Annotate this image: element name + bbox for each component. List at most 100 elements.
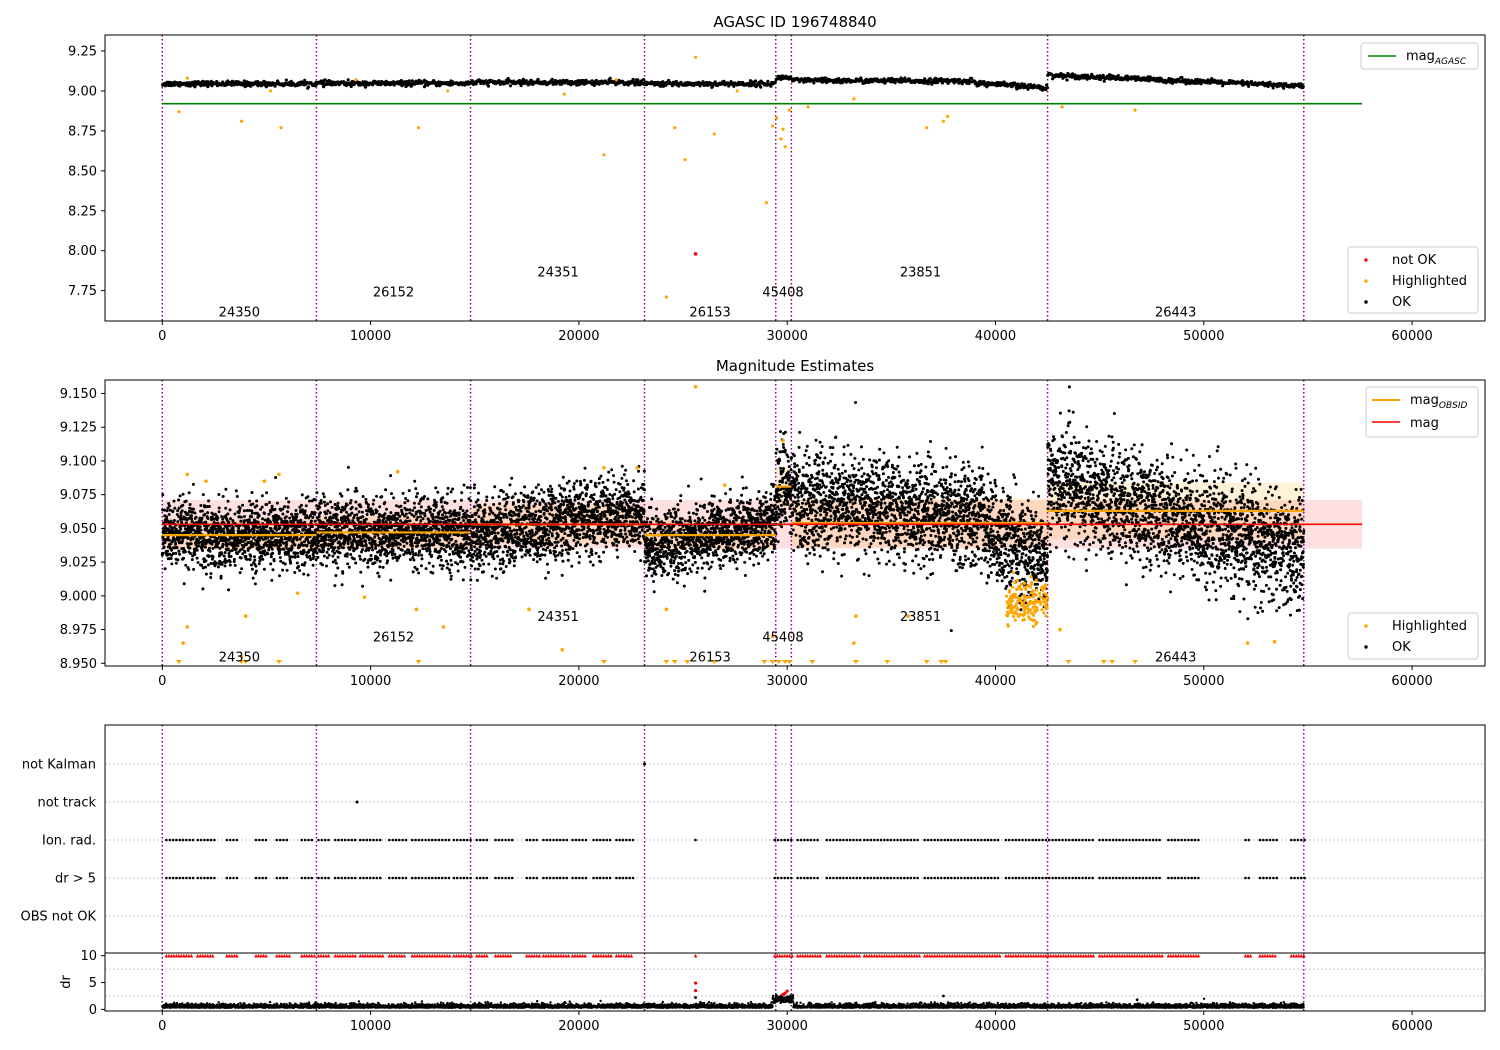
estimates-ok-point bbox=[347, 565, 351, 569]
estimates-ok-point bbox=[162, 545, 166, 549]
estimates-ok-point bbox=[424, 567, 428, 571]
estimates-ok-point bbox=[227, 588, 231, 592]
estimates-ok-point bbox=[278, 548, 282, 552]
estimates-ok-point bbox=[293, 555, 297, 559]
estimates-ok-point bbox=[180, 539, 184, 543]
estimates-ok-point bbox=[163, 508, 167, 512]
estimates-ok-point bbox=[416, 544, 419, 548]
estimates-ok-point bbox=[324, 516, 328, 520]
estimates-ok-point bbox=[493, 567, 497, 571]
estimates-ok-point bbox=[439, 520, 443, 524]
estimates-ok-point bbox=[257, 539, 261, 542]
estimates-ok-point bbox=[228, 560, 232, 564]
estimates-ok-point bbox=[473, 567, 477, 571]
estimates-ok-point bbox=[428, 510, 432, 514]
estimates-ok-point bbox=[337, 546, 341, 550]
agasc-ok-point bbox=[536, 77, 540, 81]
estimates-ok-point bbox=[183, 550, 187, 554]
estimates-ok-point bbox=[359, 557, 362, 561]
estimates-ok-point bbox=[461, 509, 465, 513]
estimates-ok-point bbox=[431, 517, 435, 521]
estimates-ok-point bbox=[267, 512, 271, 516]
estimates-ok-point bbox=[478, 505, 482, 509]
estimates-ok-point bbox=[238, 506, 242, 510]
estimates-ok-point bbox=[334, 561, 338, 565]
estimates-ok-point bbox=[424, 539, 428, 543]
estimates-ok-point bbox=[302, 540, 306, 544]
estimates-ok-point bbox=[253, 555, 256, 559]
estimates-ok-point bbox=[193, 553, 197, 556]
estimates-ok-point bbox=[428, 519, 432, 523]
estimates-ok-point bbox=[482, 514, 486, 518]
estimates-ok-point bbox=[475, 557, 479, 561]
estimates-ok-point bbox=[331, 554, 335, 558]
estimates-ok-point bbox=[286, 505, 290, 509]
estimates-ok-point bbox=[452, 542, 456, 546]
estimates-ok-point bbox=[436, 520, 440, 524]
estimates-ok-point bbox=[462, 551, 466, 555]
estimates-ok-point bbox=[322, 495, 326, 499]
estimates-ok-point bbox=[499, 567, 503, 571]
agasc-highlighted-point bbox=[664, 295, 668, 299]
estimates-ok-point bbox=[502, 559, 505, 563]
estimates-ok-point bbox=[364, 544, 368, 547]
estimates-ok-point bbox=[272, 559, 276, 563]
estimates-ok-point bbox=[361, 548, 364, 552]
estimates-ok-point bbox=[448, 571, 452, 575]
estimates-ok-point bbox=[445, 492, 449, 496]
estimates-ok-point bbox=[291, 539, 295, 543]
estimates-ok-point bbox=[209, 572, 213, 576]
agasc-ok-point bbox=[1045, 83, 1049, 87]
estimates-ok-point bbox=[371, 512, 375, 516]
agasc-ok-point bbox=[1301, 85, 1305, 89]
estimates-ok-point bbox=[408, 519, 412, 523]
estimates-ok-point bbox=[501, 490, 505, 494]
estimates-ok-point bbox=[406, 499, 410, 503]
estimates-ok-point bbox=[421, 547, 425, 551]
estimates-ok-point bbox=[501, 562, 505, 566]
estimates-ok-point bbox=[333, 584, 337, 588]
estimates-ok-point bbox=[184, 563, 188, 567]
estimates-ok-point bbox=[191, 482, 195, 486]
estimates-ok-point bbox=[471, 559, 475, 563]
estimates-ok-point bbox=[217, 506, 221, 510]
estimates-ok-point bbox=[201, 587, 205, 591]
obsid-label: 45408 bbox=[762, 285, 803, 300]
estimates-ok-point bbox=[382, 516, 386, 520]
agasc-ok-point bbox=[256, 80, 260, 84]
estimates-ok-point bbox=[310, 547, 313, 551]
estimates-ok-point bbox=[248, 558, 252, 562]
estimates-ok-point bbox=[493, 545, 497, 549]
estimates-ok-point bbox=[448, 568, 451, 572]
estimates-ok-point bbox=[472, 486, 476, 490]
estimates-ok-point bbox=[497, 495, 501, 499]
estimates-ok-point bbox=[440, 547, 443, 550]
magnitude-estimates-panel: Magnitude Estimates 24350261522435126153… bbox=[60, 357, 1486, 689]
estimates-ok-point bbox=[326, 509, 330, 513]
estimates-ok-point bbox=[308, 499, 311, 503]
estimates-ok-point bbox=[322, 548, 326, 552]
estimates-ok-point bbox=[192, 507, 195, 511]
estimates-ok-point bbox=[284, 496, 288, 500]
estimates-ok-point bbox=[483, 511, 487, 515]
estimates-ok-point bbox=[423, 514, 427, 518]
estimates-ok-point bbox=[337, 506, 341, 510]
estimates-ok-point bbox=[431, 571, 435, 575]
estimates-ok-point bbox=[428, 550, 432, 554]
estimates-ok-point bbox=[510, 514, 514, 518]
agasc-highlighted-point bbox=[177, 110, 181, 114]
estimates-ok-point bbox=[322, 554, 326, 558]
estimates-ok-point bbox=[392, 496, 396, 500]
estimates-ok-point bbox=[426, 534, 430, 538]
estimates-ok-point bbox=[341, 571, 345, 575]
estimates-ok-point bbox=[468, 519, 472, 523]
estimates-ok-point bbox=[439, 555, 443, 559]
estimates-ok-point bbox=[483, 503, 487, 507]
estimates-ok-point bbox=[387, 518, 391, 522]
estimates-ok-point bbox=[166, 535, 170, 539]
estimates-ok-point bbox=[381, 565, 385, 569]
estimates-ok-point bbox=[207, 555, 211, 558]
estimates-ok-point bbox=[446, 562, 450, 566]
estimates-ok-point bbox=[269, 520, 272, 524]
estimates-ok-point bbox=[490, 546, 494, 549]
